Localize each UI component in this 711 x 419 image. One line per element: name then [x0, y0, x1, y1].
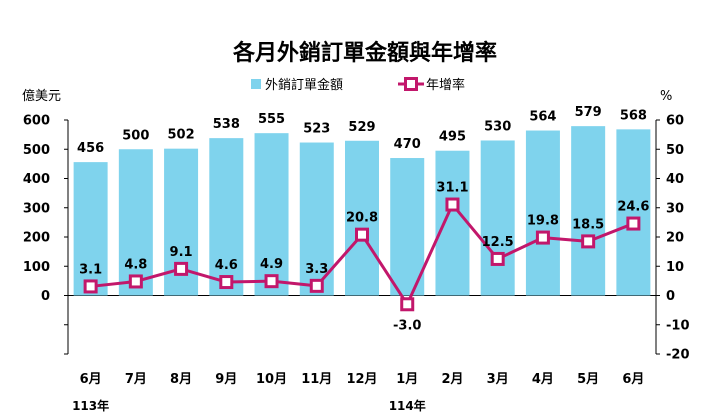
left-tick-label: 0 — [41, 289, 50, 304]
line-point-marker — [535, 230, 550, 245]
x-tick-label: 12月 — [346, 372, 377, 387]
bar-value-label: 568 — [620, 108, 647, 123]
bar — [435, 150, 470, 296]
line-value-label: 24.6 — [617, 200, 649, 215]
left-tick-label: 200 — [23, 231, 50, 246]
line-point-marker — [490, 251, 505, 266]
legend: 外銷訂單金額 年增率 — [251, 77, 465, 93]
year-labels: 113年 114年 — [72, 398, 426, 413]
right-tick-label: -20 — [666, 348, 690, 363]
bar-value-label: 523 — [303, 122, 330, 137]
line-value-label: 19.8 — [527, 214, 559, 229]
right-tick-label: 50 — [666, 143, 684, 158]
right-tick-label: 30 — [666, 201, 684, 216]
legend-bar-label: 外銷訂單金額 — [265, 77, 343, 93]
right-tick-label: 10 — [666, 260, 684, 275]
x-tick-label: 10月 — [256, 372, 287, 387]
x-tick-label: 4月 — [532, 372, 554, 387]
legend-line-marker — [404, 77, 418, 91]
line-point-marker — [128, 274, 143, 289]
bar-value-label: 530 — [484, 119, 511, 134]
line-labels: 3.1 4.8 9.1 4.6 4.9 3.3 20.8 -3.0 31.1 12.5 19.8 18… — [79, 181, 649, 334]
line-value-label: 3.1 — [79, 262, 102, 277]
bar-value-label: 538 — [213, 117, 240, 132]
line-point-marker — [83, 279, 98, 294]
bar — [616, 129, 651, 296]
line-value-label: 3.3 — [305, 262, 328, 277]
line-point-marker — [626, 216, 641, 231]
line-series — [83, 197, 641, 312]
line-value-label: -3.0 — [393, 318, 421, 333]
left-tick-label: 500 — [23, 143, 50, 158]
bar — [209, 138, 244, 296]
x-tick-label: 6月 — [622, 372, 644, 387]
line-value-label: 4.6 — [215, 258, 238, 273]
right-tick-label: 60 — [666, 114, 684, 129]
x-tick-label: 7月 — [125, 372, 147, 387]
line-value-label: 4.8 — [124, 257, 147, 272]
bar-value-label: 529 — [348, 120, 375, 135]
right-tick-label: 40 — [666, 172, 684, 187]
legend-bar-swatch — [251, 79, 261, 89]
legend-line-label: 年增率 — [426, 77, 465, 93]
left-tick-label: 300 — [23, 201, 50, 216]
line-point-marker — [174, 261, 189, 276]
bar — [390, 158, 425, 296]
bar — [480, 140, 515, 296]
x-tick-label: 9月 — [215, 372, 237, 387]
year-label: 114年 — [389, 398, 426, 413]
left-axis: 0 100 200 300 400 500 600 — [23, 114, 68, 355]
left-tick-label: 600 — [23, 114, 50, 129]
line-point-marker — [264, 274, 279, 289]
bar-value-label: 502 — [168, 128, 195, 143]
x-tick-label: 11月 — [301, 372, 332, 387]
right-tick-label: 20 — [666, 231, 684, 246]
line-value-label: 18.5 — [572, 217, 604, 232]
bar-value-label: 456 — [77, 141, 104, 156]
left-axis-unit: 億美元 — [22, 88, 61, 104]
x-tick-label: 6月 — [80, 372, 102, 387]
x-tick-label: 2月 — [441, 372, 463, 387]
line-point-marker — [400, 297, 415, 312]
bar — [118, 149, 153, 296]
x-axis-labels: 6月 7月 8月 9月 10月 11月 12月 1月 2月 3月 4月 5月 6月 — [80, 372, 645, 387]
chart-title: 各月外銷訂單金額與年增率 — [232, 40, 497, 66]
bar — [525, 130, 560, 296]
line-point-marker — [355, 227, 369, 242]
right-tick-label: 0 — [666, 289, 675, 304]
bar — [345, 140, 379, 296]
right-axis-unit: % — [660, 89, 672, 104]
bar — [299, 142, 334, 296]
bar-value-label: 579 — [575, 105, 602, 120]
bar-value-label: 500 — [122, 128, 149, 143]
bar-labels: 456 500 502 538 555 523 529 470 495 530 564 579 568 — [77, 105, 647, 156]
line-value-label: 31.1 — [436, 181, 468, 196]
bar-value-label: 470 — [394, 137, 421, 152]
bar — [254, 133, 289, 296]
bar-value-label: 564 — [529, 110, 556, 125]
right-tick-label: -10 — [666, 318, 690, 333]
line-value-label: 9.1 — [170, 245, 193, 260]
right-axis: -20 -10 0 10 20 30 40 50 60 — [656, 114, 690, 363]
left-tick-label: 400 — [23, 172, 50, 187]
line-value-label: 20.8 — [346, 211, 378, 226]
line-point-marker — [219, 275, 234, 290]
line-point-marker — [445, 197, 460, 212]
x-tick-label: 1月 — [396, 372, 418, 387]
line-value-label: 12.5 — [482, 235, 514, 250]
bar — [73, 162, 108, 296]
year-label: 113年 — [72, 398, 109, 413]
bar-value-label: 495 — [439, 130, 466, 145]
x-tick-label: 8月 — [170, 372, 192, 387]
line-point-marker — [309, 278, 324, 293]
x-tick-label: 5月 — [577, 372, 599, 387]
line-value-label: 4.9 — [260, 257, 283, 272]
line-point-marker — [581, 234, 596, 249]
left-tick-label: 100 — [23, 260, 50, 275]
x-tick-label: 3月 — [487, 372, 509, 387]
bar-value-label: 555 — [258, 112, 285, 127]
bar — [571, 126, 606, 296]
